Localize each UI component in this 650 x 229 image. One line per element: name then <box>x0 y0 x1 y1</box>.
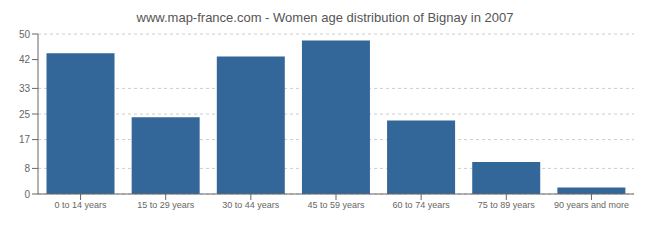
svg-text:0: 0 <box>24 189 30 200</box>
svg-text:0 to 14 years: 0 to 14 years <box>55 200 108 210</box>
svg-text:60 to 74 years: 60 to 74 years <box>393 200 451 210</box>
svg-text:33: 33 <box>19 83 31 94</box>
svg-text:15 to 29 years: 15 to 29 years <box>137 200 195 210</box>
svg-text:90 years and more: 90 years and more <box>554 200 629 210</box>
html-text:www.map-france.com - Women age: www.map-france.com - Women age distribut… <box>136 10 514 25</box>
svg-text:75 to 89 years: 75 to 89 years <box>478 200 536 210</box>
svg-text:30 to 44 years: 30 to 44 years <box>222 200 280 210</box>
svg-text:17: 17 <box>19 134 31 145</box>
svg-text:8: 8 <box>24 163 30 174</box>
svg-text:25: 25 <box>19 109 31 120</box>
svg-text:50: 50 <box>19 29 31 40</box>
svg-text:42: 42 <box>19 54 31 65</box>
svg-text:45 to 59 years: 45 to 59 years <box>307 200 365 210</box>
